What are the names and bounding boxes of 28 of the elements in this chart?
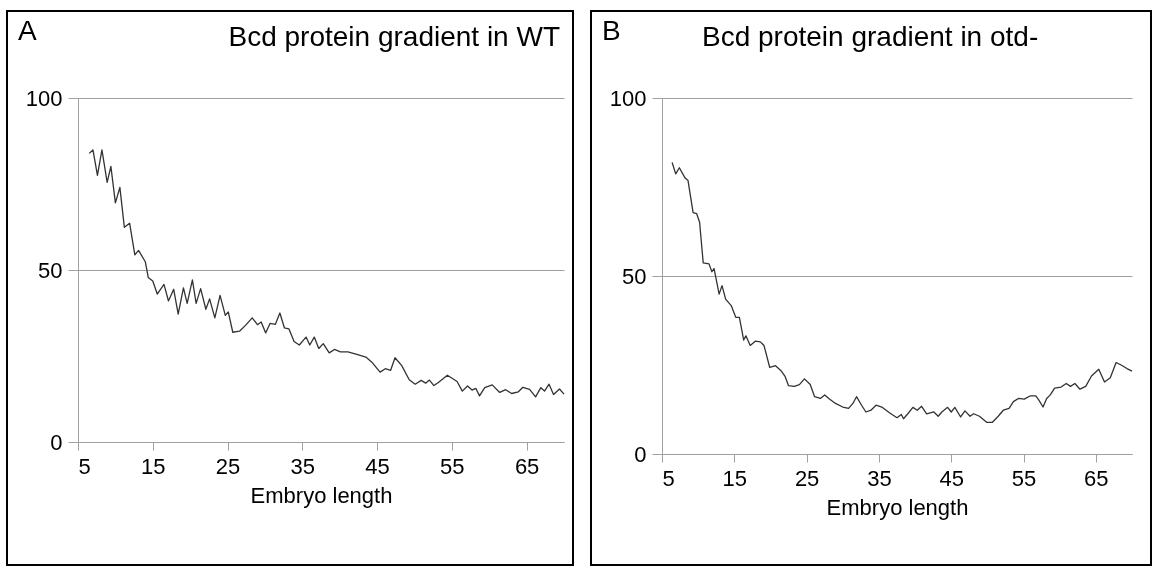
y-tick-label: 50 xyxy=(38,257,63,283)
text: A xyxy=(18,15,37,46)
line-series xyxy=(88,149,565,398)
x-tick-label: 5 xyxy=(662,465,675,491)
x-tick-label: 35 xyxy=(290,453,316,479)
x-tick-label: 25 xyxy=(215,453,241,479)
chart-title: Bcd protein gradient in WT xyxy=(228,21,560,52)
x-tick-label: 5 xyxy=(78,453,91,479)
x-tick-label: 15 xyxy=(722,465,748,491)
y-tick-label: 50 xyxy=(622,263,647,289)
x-tick-label: 35 xyxy=(867,465,892,491)
x-tick-label: 45 xyxy=(365,453,390,479)
y-tick-label: 100 xyxy=(609,85,647,111)
x-tick-label: 65 xyxy=(1084,465,1109,491)
text: B xyxy=(602,15,621,46)
x-tick-label: 45 xyxy=(939,465,964,491)
line-series xyxy=(671,161,1133,423)
x-tick-label: 55 xyxy=(1011,465,1037,491)
chart-title: Bcd protein gradient in otd- xyxy=(702,21,1039,52)
y-tick-label: 0 xyxy=(50,429,63,455)
y-tick-label: 0 xyxy=(634,441,647,467)
x-axis-title: Embryo length xyxy=(250,482,393,508)
x-tick-label: 15 xyxy=(141,453,166,479)
x-axis-title: Embryo length xyxy=(826,494,969,520)
x-tick-label: 65 xyxy=(514,453,540,479)
y-tick-label: 100 xyxy=(25,85,63,111)
x-tick-label: 55 xyxy=(440,453,465,479)
x-tick-label: 25 xyxy=(794,465,820,491)
